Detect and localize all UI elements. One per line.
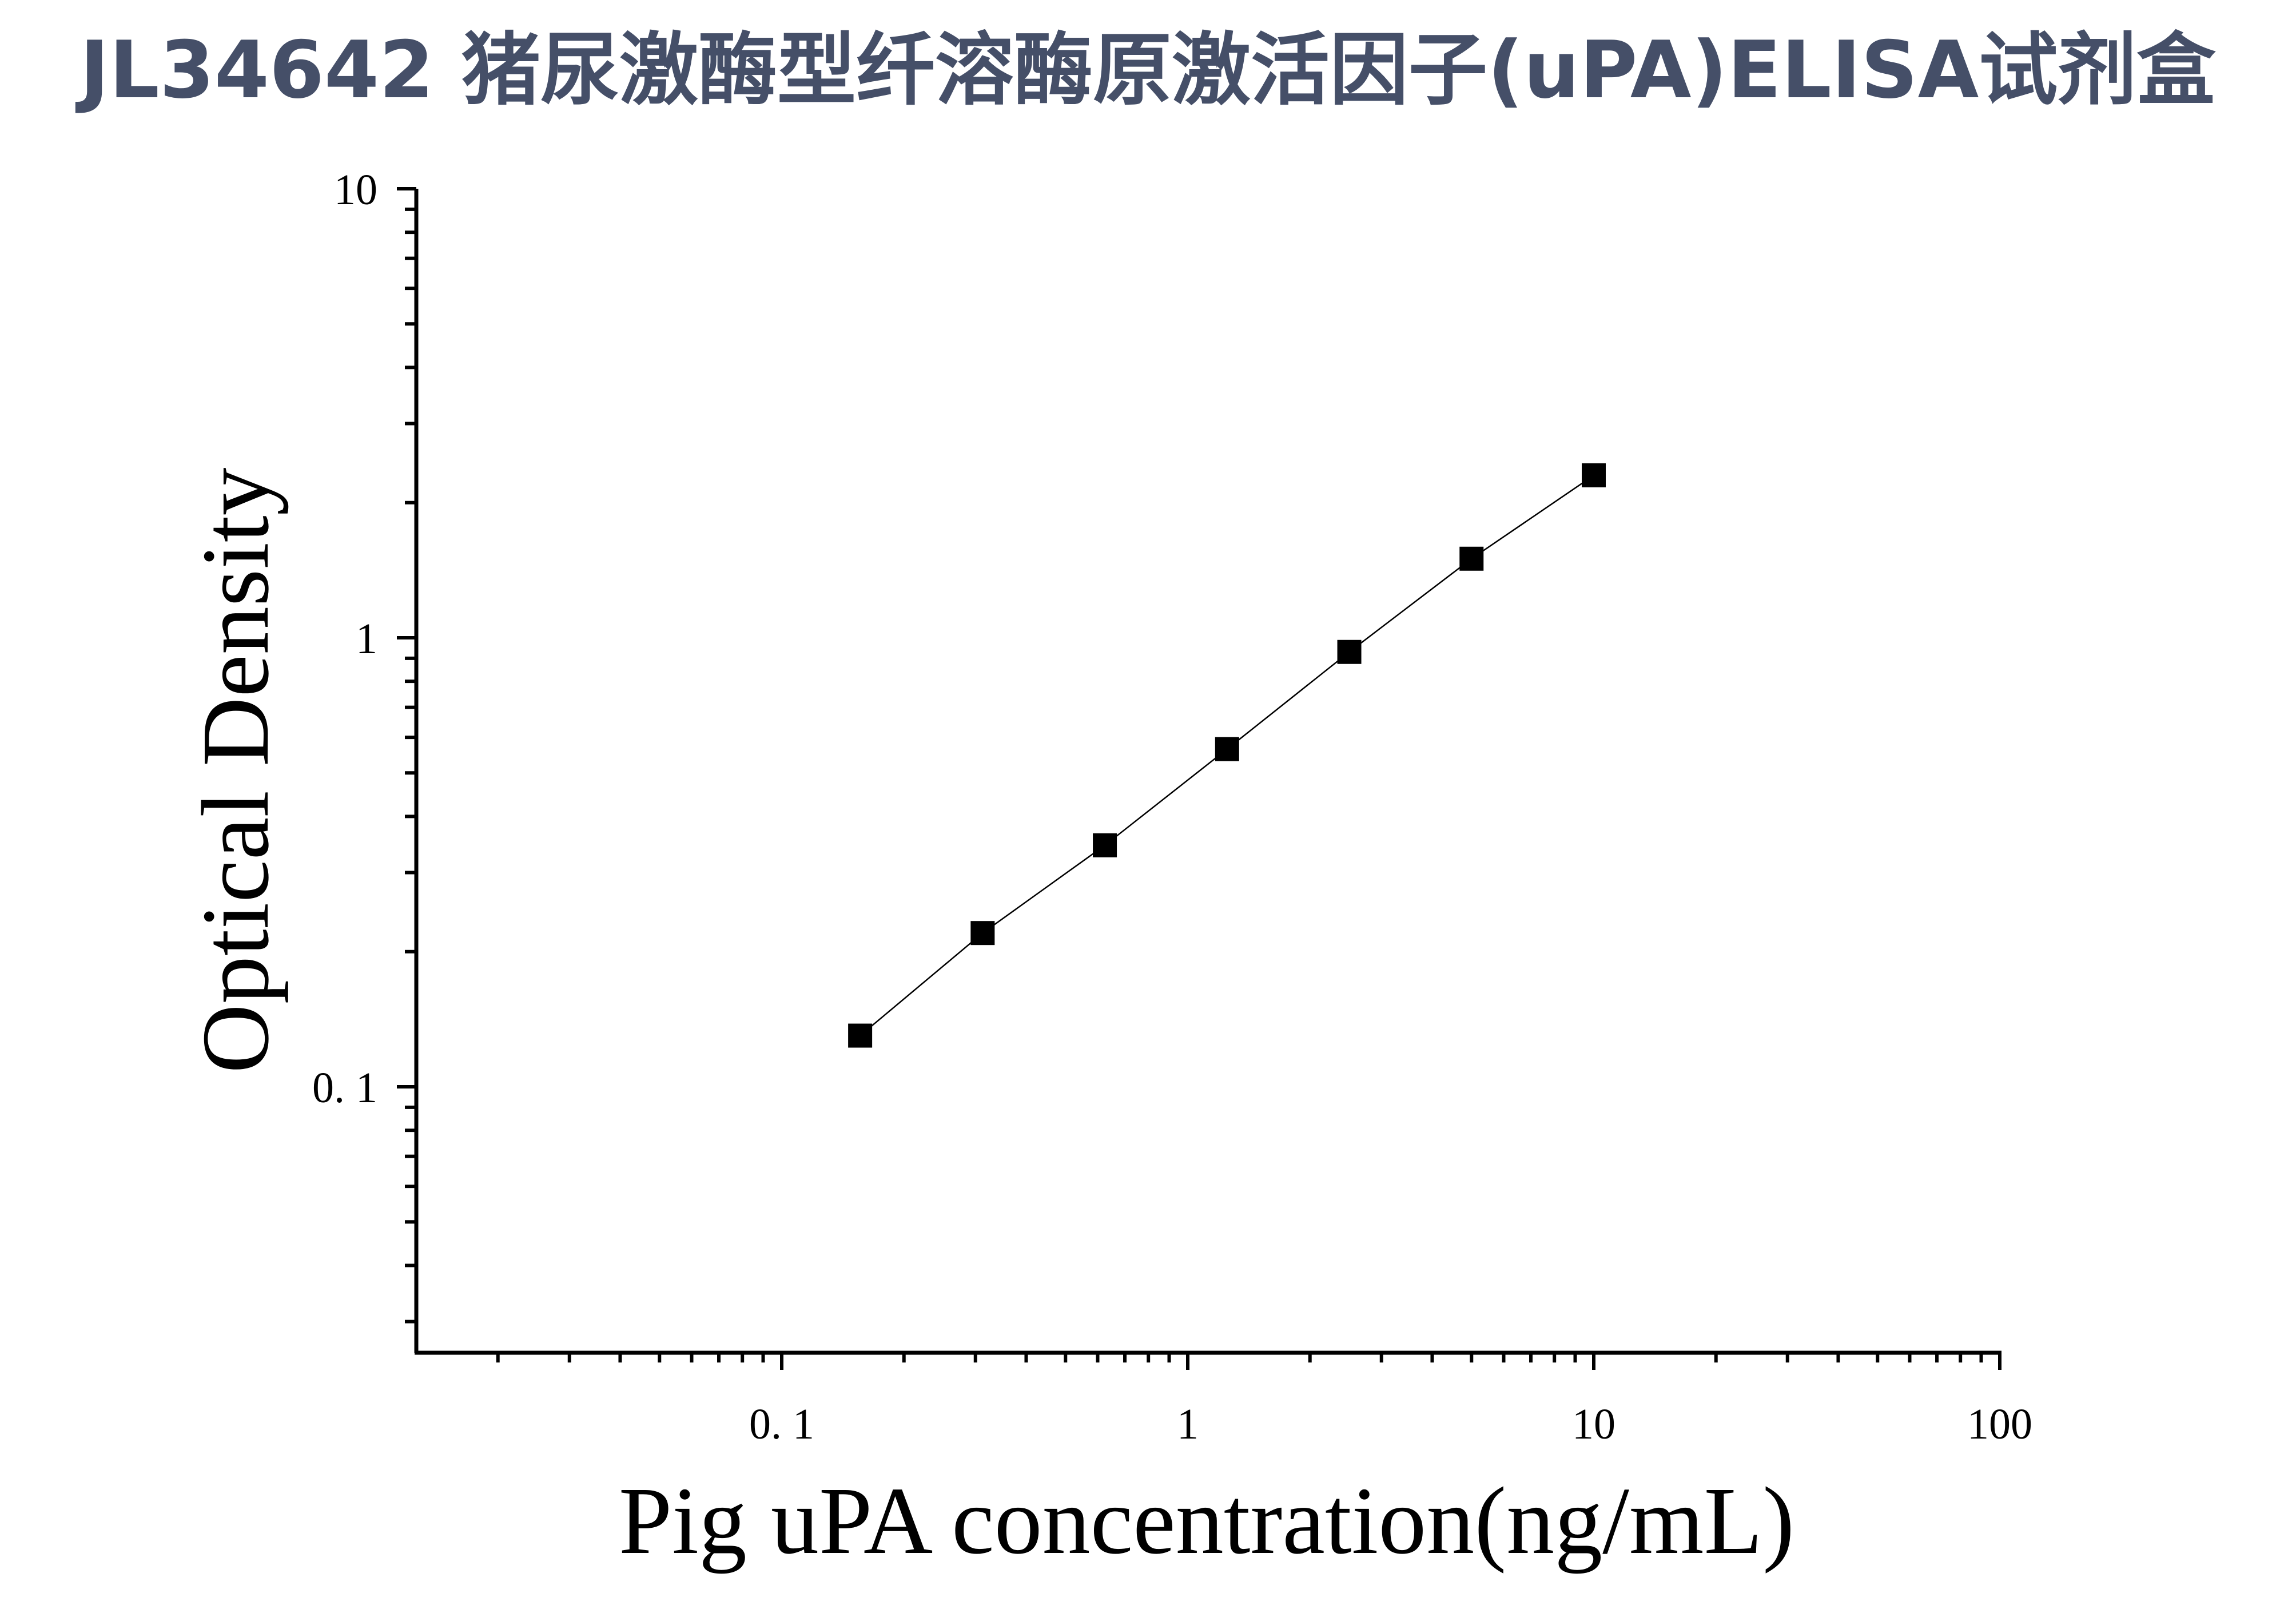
y-tick-label: 1 bbox=[356, 615, 377, 663]
series-layer bbox=[848, 463, 1606, 1048]
data-point bbox=[1459, 546, 1484, 571]
x-axis-label: Pig uPA concentration(ng/mL) bbox=[619, 1468, 1794, 1574]
x-axis-ticks: 0. 1 1 10 100 bbox=[496, 1353, 2032, 1448]
y-tick-label: 10 bbox=[334, 166, 377, 214]
data-point bbox=[1215, 737, 1239, 761]
y-axis-ticks: 0. 1 1 10 bbox=[312, 166, 416, 1324]
data-point bbox=[848, 1023, 873, 1048]
x-tick-label: 100 bbox=[1967, 1400, 2032, 1448]
x-tick-label: 1 bbox=[1177, 1400, 1199, 1448]
y-axis-label: Optical Density bbox=[182, 467, 289, 1073]
data-point bbox=[1093, 833, 1117, 857]
chart-title: JL34642 猪尿激酶型纤溶酶原激活因子(uPA)ELISA试剂盒 bbox=[75, 24, 2217, 116]
x-tick-label: 10 bbox=[1572, 1400, 1615, 1448]
plot-area: 0. 1 1 10 100 0. 1 1 10 bbox=[312, 166, 2032, 1448]
y-tick-label: 0. 1 bbox=[312, 1064, 377, 1112]
data-point bbox=[970, 921, 995, 945]
x-tick-label: 0. 1 bbox=[749, 1400, 814, 1448]
data-point bbox=[1337, 639, 1362, 664]
data-point bbox=[1582, 463, 1606, 488]
